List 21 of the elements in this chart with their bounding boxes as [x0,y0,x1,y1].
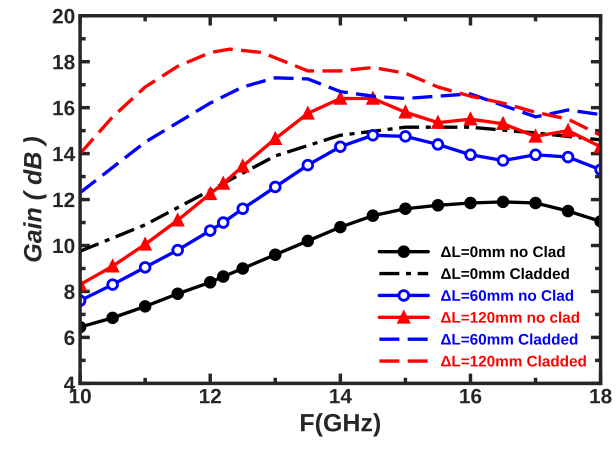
y-tick-label: 10 [53,238,74,254]
legend-label: ΔL=120mm no clad [441,312,580,323]
y-tick-label: 6 [64,330,74,346]
legend-label: ΔL=120mm Cladded [441,355,586,367]
y-tick-label: 18 [53,54,75,70]
x-tick-label: 12 [200,388,221,404]
legend-label: ΔL=60mm no Clad [441,290,574,301]
legend-label: ΔL=0mm no Clad [441,246,565,258]
y-tick-label: 14 [53,146,76,162]
legend-label: ΔL=0mm Cladded [441,268,569,280]
y-tick-label: 20 [52,8,74,24]
y-tick-label: 16 [53,100,74,116]
legend-label: ΔL=60mm Cladded [441,333,578,345]
x-axis-title: F(GHz) [301,413,380,436]
x-tick-label: 18 [590,388,612,404]
y-tick-label: 4 [64,376,76,391]
y-tick-label: 8 [64,284,75,300]
y-tick-label: 12 [53,192,74,208]
x-tick-label: 16 [460,388,482,404]
y-axis-title: Gain ( dB ) [23,137,46,262]
x-tick-label: 14 [330,388,352,404]
